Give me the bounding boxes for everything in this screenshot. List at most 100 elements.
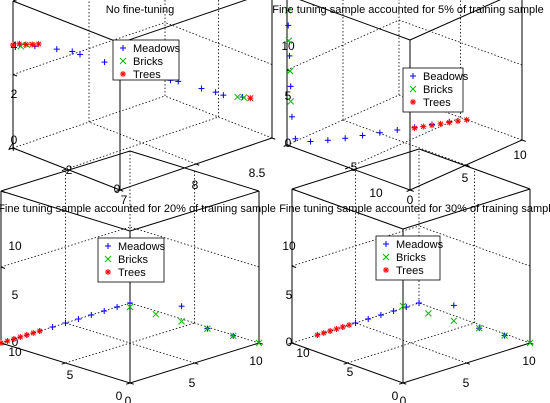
point-trees [333,326,340,332]
x-tick-label: 0 [125,394,132,403]
legend-marker-beadows [410,73,416,79]
point-trees [16,40,23,47]
legend-marker-bricks [409,85,417,93]
point-bricks [204,325,211,332]
x-tick-label: 10 [513,148,527,162]
point-bricks [501,332,508,339]
point-trees [454,118,461,125]
z-tick-label: 10 [8,239,22,253]
point-trees [314,332,321,338]
legend-marker-bricks [382,253,390,261]
y-tick-label: 5 [67,368,74,382]
point-beadows [359,132,366,139]
legend-marker-meadows [105,243,111,249]
point-trees [428,122,435,129]
point-bricks [285,37,293,45]
z-tick-label: 10 [282,239,296,253]
point-meadows [49,324,56,330]
point-beadows [285,22,292,29]
data-points [314,300,534,347]
y-tick-label: 0 [392,389,399,403]
legend-marker-bricks [104,255,112,263]
point-trees [35,40,42,47]
y-tick-label: 5 [347,365,354,379]
legend-label: Meadows [396,239,444,251]
z-tick-label: 0 [12,335,19,349]
grid [291,149,531,364]
point-meadows [127,300,133,306]
point-bricks [126,303,134,311]
z-tick-label: 5 [286,288,293,302]
legend-marker-bricks [119,57,127,65]
point-meadows [212,89,219,96]
point-meadows [178,303,185,310]
point-bricks [23,41,31,49]
point-beadows [376,129,383,136]
point-trees [463,116,470,123]
point-trees [411,125,418,131]
point-meadows [416,300,422,306]
y-tick-label: 5 [351,160,358,174]
point-meadows [352,320,359,326]
point-trees [4,338,11,344]
point-trees [29,41,36,48]
legend-label: Bricks [118,254,148,266]
legend-marker-trees [105,269,111,275]
point-meadows [220,92,227,99]
tick-labels: 0 5 10 5 10 0 5 10 [281,39,527,207]
point-meadows [75,316,82,322]
chart-2: 0 5 10 5 10 0 5 10 Fine tuning sample accounted … [272,0,544,207]
point-trees [437,120,444,127]
point-trees [420,123,427,130]
z-tick-label: 0 [11,133,18,147]
z-tick-label: 5 [12,288,19,302]
z-tick-label: 10 [281,39,295,53]
legend-marker-trees [383,267,389,273]
x-tick-label: 0 [407,193,414,207]
point-bricks [425,310,432,317]
point-bricks [178,318,185,325]
chart-title: Fine tuning sample accounted for 5% of t… [272,4,544,16]
data-points [284,7,470,145]
legend-label: Bricks [396,252,426,264]
data-points [0,300,263,347]
chart-1: 788.5024024No fine-tuningMeadowsBricksTr… [8,0,276,207]
legend-marker-meadows [120,45,126,51]
point-meadows [377,312,384,318]
point-bricks [287,97,295,105]
x-tick-label: 7 [121,193,128,207]
point-trees [10,42,16,49]
y-tick-label: 0 [114,182,121,196]
z-tick-label: 5 [285,89,292,103]
z-tick-label: 0 [285,136,292,150]
chart-title: Fine tuning sample accounted for 20% of … [0,203,276,215]
point-bricks [526,339,534,347]
point-trees [23,332,30,338]
point-meadows [390,308,397,314]
point-meadows [88,312,95,318]
x-tick-label: 10 [522,354,536,368]
point-trees [247,95,254,102]
chart-title: Fine tuning sample accounted for 30% of … [279,203,550,215]
point-bricks [152,310,160,318]
point-beadows [286,52,293,59]
x-tick-label: 5 [462,171,469,185]
tick-marks [283,69,526,192]
legend-marker-trees [410,99,416,105]
point-beadows [292,135,299,142]
point-bricks [284,7,292,14]
point-bricks [234,93,241,101]
point-beadows [342,135,349,142]
point-trees [0,340,4,346]
legend-label: Trees [118,267,146,279]
point-meadows [77,51,83,58]
legend-label: Bricks [423,84,453,96]
